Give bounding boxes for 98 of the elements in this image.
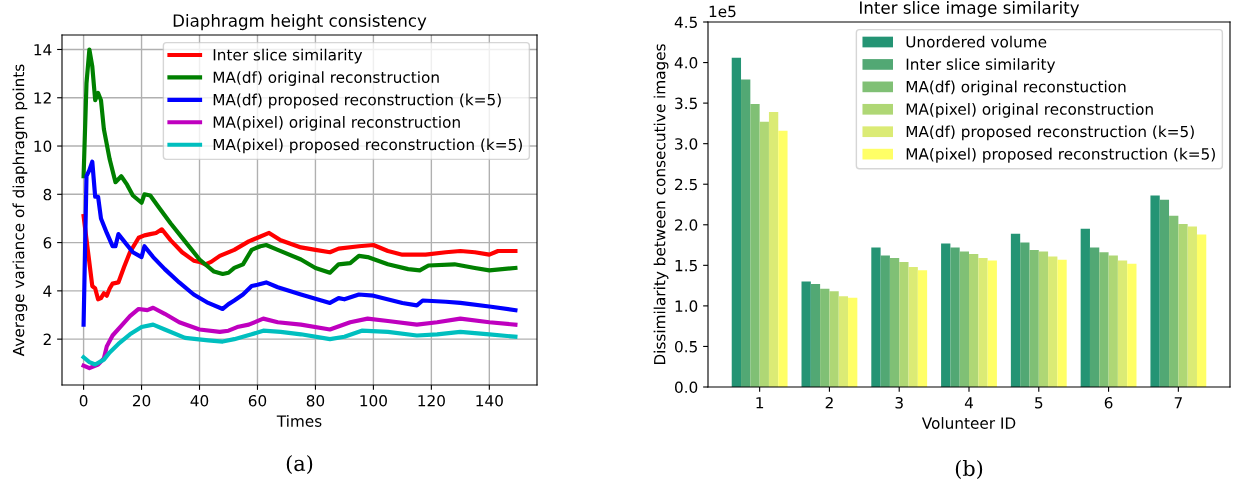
x-tick-label: 5 bbox=[1035, 397, 1043, 409]
x-tick-label: 100 bbox=[360, 394, 387, 407]
legend-label: MA(pixel) original reconstruction bbox=[213, 116, 460, 131]
bar bbox=[889, 258, 900, 387]
chart-title: Inter slice image similarity bbox=[860, 1, 1080, 18]
bar bbox=[1169, 215, 1179, 387]
y-tick-label: 3.5 bbox=[675, 97, 697, 110]
x-tick-label: 80 bbox=[306, 394, 325, 407]
legend-label: MA(df) proposed reconstruction (k=5) bbox=[906, 125, 1194, 141]
text: (a) bbox=[286, 455, 313, 475]
y-tick-label: 14 bbox=[34, 44, 52, 56]
y-tick-label: 1.0 bbox=[675, 300, 698, 312]
bar bbox=[731, 57, 742, 387]
text: (b) bbox=[955, 460, 983, 480]
y-axis-title: Average variance of diaphragm points bbox=[12, 64, 28, 357]
bar bbox=[978, 258, 988, 387]
legend-label: MA(pixel) proposed reconstruction (k=5) bbox=[213, 138, 522, 154]
x-tick-label: 120 bbox=[418, 394, 445, 407]
x-tick-label: 140 bbox=[476, 394, 503, 407]
y-tick-label: 3.0 bbox=[675, 138, 698, 150]
bar bbox=[987, 260, 997, 387]
x-axis-title: Times bbox=[276, 415, 322, 427]
bar bbox=[1117, 260, 1128, 387]
legend-label: MA(pixel) original reconstruction bbox=[906, 103, 1153, 118]
bar bbox=[768, 112, 779, 387]
x-tick-label: 4 bbox=[964, 397, 973, 409]
x-tick-label: 2 bbox=[825, 396, 833, 409]
bar bbox=[1178, 223, 1188, 387]
x-tick-label: 40 bbox=[190, 394, 209, 407]
bar bbox=[759, 121, 769, 387]
bar bbox=[1080, 228, 1090, 387]
bar bbox=[750, 103, 760, 387]
bar bbox=[820, 288, 830, 387]
legend-label: MA(df) original reconstuction bbox=[906, 80, 1126, 96]
bar bbox=[741, 79, 751, 387]
x-tick-label: 3 bbox=[895, 396, 903, 409]
bar bbox=[1108, 255, 1118, 387]
legend-label: MA(df) proposed reconstruction (k=5) bbox=[213, 93, 501, 109]
bar bbox=[1010, 233, 1021, 387]
legend-label: Inter slice similarity bbox=[906, 58, 1056, 73]
y-tick-label: 4 bbox=[43, 285, 52, 297]
bar bbox=[917, 270, 928, 387]
line-series bbox=[81, 159, 518, 327]
bar bbox=[829, 291, 839, 387]
bar bbox=[1057, 259, 1067, 387]
bar bbox=[950, 247, 960, 387]
legend-label: MA(df) original reconstruction bbox=[213, 71, 439, 86]
bar bbox=[1150, 195, 1160, 387]
bar bbox=[1187, 226, 1197, 387]
y-tick-label: 12 bbox=[34, 92, 51, 104]
bar bbox=[810, 283, 821, 387]
bar bbox=[801, 281, 811, 387]
y-axis-title: Dissimilarity between consecutive images bbox=[653, 44, 669, 365]
bar bbox=[959, 251, 969, 387]
bar bbox=[1196, 234, 1207, 387]
y-tick-label: 2.0 bbox=[675, 219, 698, 231]
x-tick-label: 60 bbox=[248, 394, 267, 407]
line-series bbox=[81, 213, 518, 302]
x-tick-label: 7 bbox=[1174, 397, 1182, 409]
bar bbox=[1159, 199, 1170, 387]
bar bbox=[1127, 263, 1137, 387]
line-series bbox=[81, 305, 518, 371]
legend-label: Unordered volume bbox=[906, 35, 1047, 48]
x-tick-label: 20 bbox=[132, 394, 151, 407]
bar bbox=[908, 266, 918, 387]
x-tick-label: 0 bbox=[79, 394, 88, 407]
bar bbox=[838, 296, 849, 387]
bar bbox=[1020, 242, 1030, 387]
y-tick-label: 8 bbox=[43, 188, 52, 201]
bar bbox=[1089, 247, 1100, 387]
bar bbox=[871, 247, 881, 387]
text: 1e5 bbox=[709, 5, 736, 18]
bar bbox=[848, 297, 858, 387]
bar bbox=[778, 130, 788, 387]
y-tick-label: 2 bbox=[43, 333, 51, 345]
x-tick-label: 6 bbox=[1104, 396, 1113, 409]
bar bbox=[1038, 251, 1049, 387]
y-tick-label: 0.0 bbox=[674, 381, 698, 394]
y-tick-label: 2.5 bbox=[675, 178, 697, 191]
bar bbox=[1029, 249, 1039, 387]
bar bbox=[1099, 252, 1109, 387]
x-tick-label: 1 bbox=[756, 397, 764, 409]
line-series bbox=[81, 322, 518, 367]
bar bbox=[899, 262, 909, 387]
y-tick-label: 10 bbox=[34, 140, 52, 153]
bar bbox=[1048, 256, 1058, 387]
x-axis-title: Volunteer ID bbox=[921, 417, 1016, 429]
bar bbox=[941, 243, 951, 387]
bar bbox=[969, 253, 979, 387]
chart-title: Diaphragm height consistency bbox=[173, 14, 427, 31]
legend-label: Inter slice similarity bbox=[213, 48, 363, 64]
y-tick-label: 0.5 bbox=[674, 340, 697, 353]
y-tick-label: 4.5 bbox=[674, 16, 697, 29]
bar bbox=[880, 255, 890, 387]
y-tick-label: 4.0 bbox=[674, 57, 698, 69]
y-tick-label: 1.5 bbox=[675, 260, 697, 272]
y-tick-label: 6 bbox=[43, 237, 52, 249]
legend-label: MA(pixel) proposed reconstruction (k=5) bbox=[906, 147, 1215, 163]
